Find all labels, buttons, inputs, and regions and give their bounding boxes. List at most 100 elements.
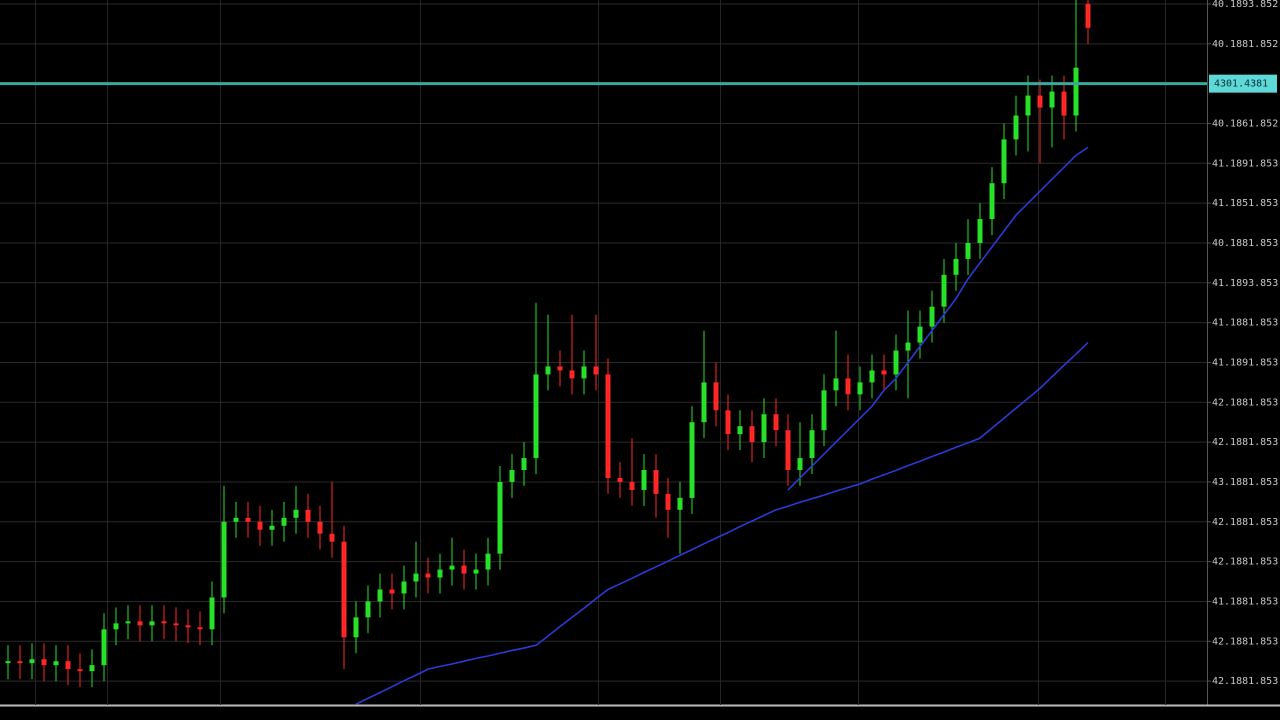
candle-body	[125, 621, 131, 624]
candle-body	[77, 669, 83, 672]
candle-body	[233, 517, 239, 522]
candle-body	[545, 366, 551, 375]
candle-body	[257, 521, 263, 530]
candle-body	[449, 565, 455, 570]
candle-body	[137, 621, 143, 626]
y-tick-label: 42.1881.853	[1212, 636, 1278, 647]
candle-body	[893, 350, 899, 375]
candle-body	[641, 470, 647, 490]
candle-body	[1001, 139, 1007, 184]
candle-body	[1061, 91, 1067, 116]
candle-body	[401, 581, 407, 594]
candle-body	[773, 414, 779, 431]
candle-body	[329, 533, 335, 542]
candle-body	[437, 569, 443, 578]
candle-body	[41, 659, 47, 666]
candle-body	[665, 493, 671, 510]
candle-body	[677, 497, 683, 510]
candle-body	[497, 481, 503, 554]
candle-body	[857, 382, 863, 395]
candle-body	[581, 366, 587, 379]
y-tick-label: 41.1881.853	[1212, 596, 1278, 607]
candle-body	[161, 621, 167, 624]
candle-body	[281, 517, 287, 526]
candle-body	[341, 541, 347, 638]
candle-body	[17, 661, 23, 664]
candle-body	[269, 525, 275, 530]
candle-body	[317, 521, 323, 534]
y-tick-label: 42.1881.853	[1212, 437, 1278, 448]
candle-body	[701, 382, 707, 423]
candle-body	[425, 573, 431, 578]
candle-body	[557, 366, 563, 371]
candle-body	[917, 326, 923, 343]
candle-body	[209, 597, 215, 630]
candle-body	[1025, 95, 1031, 116]
y-tick-label: 40.1881.853	[1212, 238, 1278, 249]
candle-body	[821, 390, 827, 431]
candle-body	[569, 370, 575, 379]
y-tick-label: 41.1891.853	[1212, 357, 1278, 368]
candle-body	[845, 378, 851, 395]
candle-body	[113, 623, 119, 630]
candle-body	[725, 410, 731, 435]
candle-body	[977, 219, 983, 243]
y-tick-label: 42.1881.853	[1212, 397, 1278, 408]
candle-body	[305, 509, 311, 522]
candle-body	[473, 569, 479, 574]
candle-body	[293, 509, 299, 518]
candle-body	[833, 378, 839, 391]
candle-body	[353, 617, 359, 638]
candle-body	[149, 621, 155, 626]
candle-body	[101, 629, 107, 666]
candle-body	[809, 430, 815, 459]
candle-body	[593, 366, 599, 375]
candle-body	[953, 258, 959, 275]
candle-body	[521, 458, 527, 470]
candle-body	[941, 274, 947, 307]
candle-body	[737, 426, 743, 435]
candle-body	[689, 422, 695, 498]
candle-body	[173, 623, 179, 626]
candle-body	[53, 661, 59, 666]
moving-average-line	[355, 341, 1089, 705]
y-tick-label: 43.1881.853	[1212, 477, 1278, 488]
candle-body	[389, 589, 395, 594]
y-tick-label: 40.1861.852	[1212, 118, 1278, 129]
candle-body	[65, 661, 71, 670]
candle-body	[197, 627, 203, 630]
y-tick-label: 41.1891.853	[1212, 158, 1278, 169]
y-tick-label: 42.1881.853	[1212, 676, 1278, 687]
candle-body	[89, 665, 95, 672]
candle-body	[245, 517, 251, 522]
y-tick-label: 42.1881.853	[1212, 517, 1278, 528]
candle-body	[509, 470, 515, 482]
candle-body	[1085, 3, 1091, 28]
candle-body	[761, 414, 767, 443]
candle-body	[1013, 115, 1019, 140]
candle-body	[869, 370, 875, 383]
candle-body	[1049, 91, 1055, 108]
candle-body	[461, 565, 467, 574]
candle-body	[797, 458, 803, 470]
candle-body	[533, 374, 539, 459]
candle-body	[5, 661, 11, 664]
candle-body	[629, 481, 635, 490]
candle-body	[29, 659, 35, 664]
y-tick-label: 42.1881.853	[1212, 557, 1278, 568]
candle-body	[929, 306, 935, 327]
current-price-label: 4301.4381	[1214, 79, 1268, 90]
candle-body	[881, 370, 887, 375]
y-tick-label: 40.1881.852	[1212, 39, 1278, 50]
candle-body	[749, 426, 755, 443]
candle-body	[365, 601, 371, 618]
candle-body	[1073, 67, 1079, 116]
candle-body	[485, 553, 491, 570]
candle-body	[221, 521, 227, 598]
candle-body	[653, 470, 659, 494]
moving-average-line	[787, 146, 1089, 491]
y-tick-label: 41.1851.853	[1212, 198, 1278, 209]
candle-body	[1037, 95, 1043, 108]
